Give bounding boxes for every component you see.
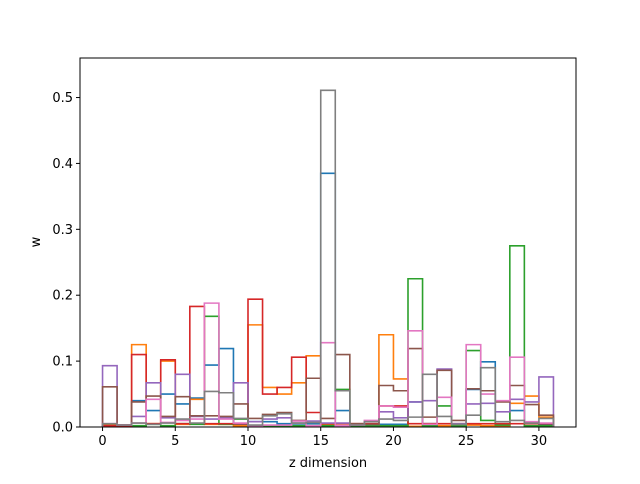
x-tick-label: 20 [385, 434, 402, 449]
series-1-step-line [101, 324, 555, 428]
series-layer [101, 89, 555, 428]
y-tick-label: 0.3 [52, 223, 73, 238]
y-axis-label: w [29, 236, 44, 247]
y-axis-ticks: 0.0 0.1 0.2 0.3 0.4 0.5 [52, 91, 80, 436]
x-axis-label: z dimension [289, 456, 367, 471]
series-6-step-line [101, 302, 555, 427]
series-7-step-line [101, 89, 555, 427]
y-tick-label: 0.0 [52, 421, 73, 436]
y-tick-label: 0.2 [52, 289, 73, 304]
series-2-step-line [101, 244, 555, 428]
x-tick-label: 0 [98, 434, 106, 449]
series-3-step-line [101, 298, 555, 427]
x-tick-label: 25 [458, 434, 475, 449]
x-axis-ticks: 0 5 10 15 20 25 30 [98, 427, 547, 449]
x-tick-label: 5 [171, 434, 179, 449]
x-tick-label: 30 [531, 434, 548, 449]
x-tick-label: 10 [240, 434, 257, 449]
x-tick-label: 15 [312, 434, 329, 449]
series-0-step-line [101, 172, 555, 428]
y-tick-label: 0.5 [52, 91, 73, 106]
y-tick-label: 0.4 [52, 157, 73, 172]
plot-frame [79, 57, 577, 428]
y-tick-label: 0.1 [52, 355, 73, 370]
